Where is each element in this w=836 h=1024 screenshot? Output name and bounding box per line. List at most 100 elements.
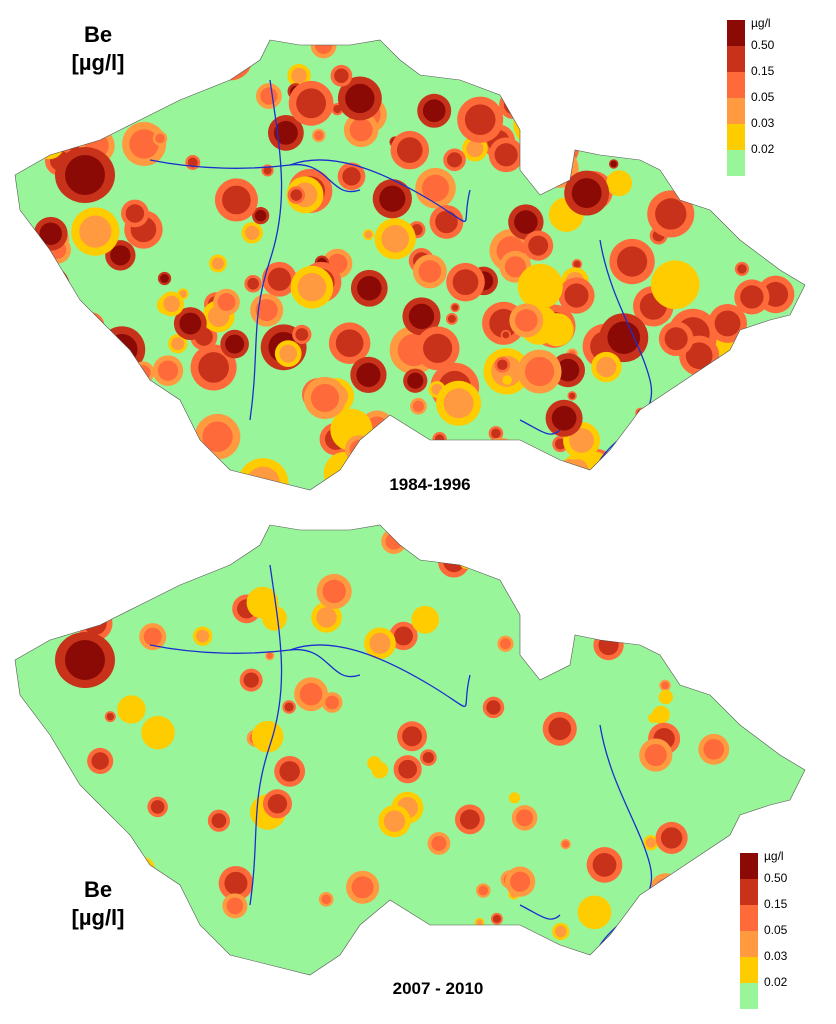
zone (422, 751, 434, 764)
zone (607, 546, 633, 572)
zone (290, 189, 303, 201)
zone (25, 97, 67, 139)
zone (561, 114, 571, 124)
zone (48, 337, 75, 364)
zone (720, 369, 762, 411)
zone (316, 607, 337, 628)
zone (128, 402, 166, 439)
zone (781, 671, 791, 681)
zone (87, 572, 98, 583)
zone (15, 296, 44, 329)
zone (593, 69, 616, 91)
river (289, 159, 471, 223)
zone (498, 42, 525, 70)
zone (668, 156, 683, 171)
zone (723, 422, 755, 454)
zone (795, 967, 805, 975)
zone (573, 592, 588, 608)
zone (381, 225, 409, 253)
zone (143, 627, 162, 646)
zone (179, 312, 202, 335)
zone (466, 140, 484, 158)
period-label: 1984-1996 (389, 475, 470, 494)
zone (564, 283, 589, 308)
zone (661, 692, 671, 702)
zone (655, 198, 687, 230)
zone (129, 963, 149, 975)
zone (415, 610, 435, 629)
zone (646, 49, 674, 78)
zone (619, 63, 667, 111)
zone (385, 532, 403, 550)
zone (476, 919, 483, 926)
zone (511, 450, 522, 460)
zone (23, 285, 53, 315)
zone (607, 321, 641, 355)
zone (544, 127, 551, 134)
zone (683, 73, 705, 95)
legend-swatch (727, 124, 745, 150)
zone (611, 550, 629, 568)
zone (662, 83, 713, 134)
zone (747, 425, 790, 468)
legend-label: 0.50 (751, 38, 775, 52)
zone (434, 434, 445, 445)
zone (546, 155, 573, 182)
zone (760, 681, 775, 696)
zone (342, 167, 361, 186)
zone (542, 125, 553, 136)
zone (776, 244, 798, 265)
zone (65, 640, 105, 680)
zone (380, 947, 396, 964)
zone (688, 618, 698, 628)
zone (644, 744, 667, 767)
zone (267, 267, 292, 291)
zone (42, 94, 56, 108)
zone (52, 348, 90, 386)
zone (334, 68, 349, 83)
zone (216, 44, 246, 74)
zone (723, 357, 748, 382)
zone (396, 137, 423, 163)
zone (15, 763, 30, 779)
zone (519, 59, 553, 93)
zone (273, 120, 298, 145)
zone (196, 629, 210, 643)
zone (568, 392, 576, 399)
zone (146, 721, 170, 744)
zone (638, 567, 656, 585)
zone (550, 949, 583, 975)
zone (695, 93, 716, 114)
zone (447, 314, 456, 323)
zone (516, 809, 534, 827)
zone (709, 364, 719, 374)
zone (711, 404, 752, 445)
zone (459, 809, 480, 830)
zone (315, 40, 333, 55)
zone (35, 785, 51, 801)
zone (562, 840, 570, 848)
zone (323, 451, 368, 490)
zone (116, 84, 135, 102)
zone (422, 99, 446, 123)
zone (263, 166, 272, 175)
zone (43, 111, 66, 134)
zone (357, 275, 382, 301)
zone (187, 157, 198, 168)
zone (152, 405, 176, 429)
zone (503, 376, 511, 384)
zone (655, 878, 677, 900)
zone (114, 105, 122, 114)
legend-unit: µg/l (751, 16, 771, 30)
zone (322, 579, 346, 604)
zone (211, 813, 227, 829)
zone (740, 285, 764, 309)
zone (615, 465, 624, 474)
zone (676, 923, 684, 932)
zone (279, 344, 298, 363)
zone (237, 458, 289, 490)
zone (754, 463, 766, 476)
zone (217, 293, 236, 311)
zone (345, 435, 374, 464)
zone (660, 827, 683, 849)
